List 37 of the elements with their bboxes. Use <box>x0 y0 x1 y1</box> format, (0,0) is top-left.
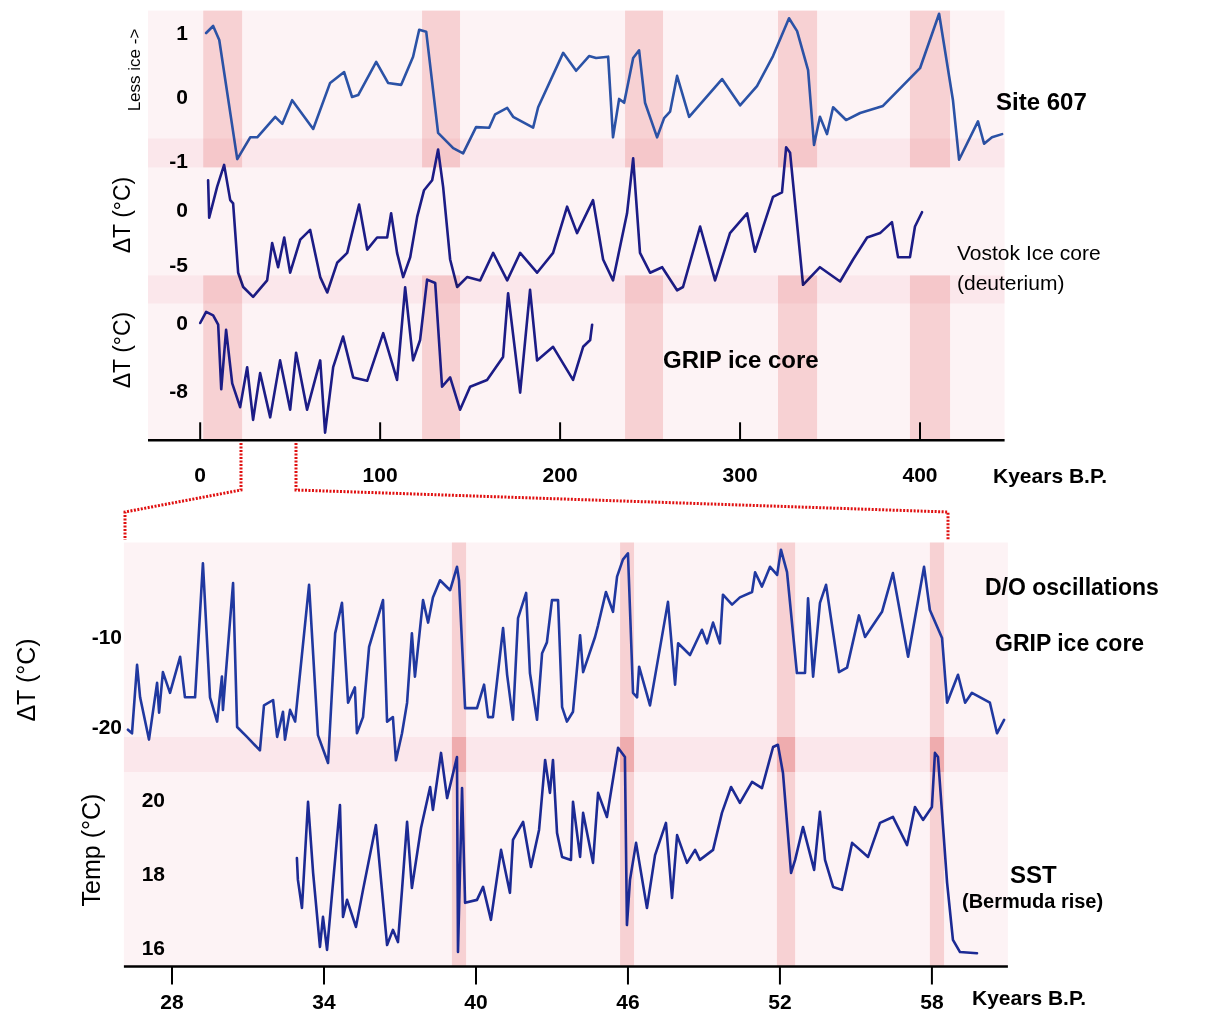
y-tick-label: -20 <box>91 715 122 739</box>
y-tick-label: 16 <box>141 936 165 960</box>
x-tick-label: 100 <box>362 463 398 487</box>
x-tick-label: 52 <box>768 989 792 1013</box>
text: GRIP ice core <box>663 346 819 373</box>
series-label: GRIP ice core <box>995 630 1145 656</box>
line-series <box>198 278 594 434</box>
x-tick-label: 40 <box>464 989 488 1013</box>
y-tick-label: -10 <box>91 625 122 649</box>
x-tick-label: 28 <box>160 989 185 1013</box>
y-axis-title: Temp (°C) <box>77 793 105 907</box>
x-tick-label: 34 <box>312 989 336 1013</box>
y-tick-label: 0 <box>176 198 188 222</box>
x-axis-title: Kyears B.P. <box>972 986 1087 1009</box>
y-tick-label: 0 <box>176 85 188 109</box>
x-axis-title: Kyears B.P. <box>993 464 1108 487</box>
y-axis-title: ΔT (°C) <box>109 311 135 389</box>
y-tick-label: -5 <box>169 253 189 277</box>
y-axis-title: ΔT (°C) <box>12 638 40 722</box>
x-tick-label: 58 <box>920 989 944 1013</box>
x-tick-label: 200 <box>542 463 578 487</box>
y-tick-label: -1 <box>169 149 189 173</box>
text: Vostok Ice core (deuterium) <box>957 241 1101 294</box>
x-tick-label: 400 <box>902 463 938 487</box>
y-tick-label: -8 <box>169 379 189 403</box>
x-tick-label: 46 <box>616 989 640 1013</box>
text: D/O oscillations <box>985 574 1159 600</box>
y-tick-label: 1 <box>176 21 189 45</box>
y-tick-label: 0 <box>176 311 188 335</box>
x-tick-label: 300 <box>722 463 758 487</box>
series-label: SST (Bermuda rise) <box>962 861 1104 912</box>
y-axis-title: Less ice -> <box>125 28 144 112</box>
y-tick-label: 18 <box>141 862 166 886</box>
y-tick-label: 20 <box>141 788 165 812</box>
series-label: Site 607 <box>996 88 1087 115</box>
x-tick-label: 0 <box>194 463 207 487</box>
y-axis-title: ΔT (°C) <box>109 176 135 254</box>
